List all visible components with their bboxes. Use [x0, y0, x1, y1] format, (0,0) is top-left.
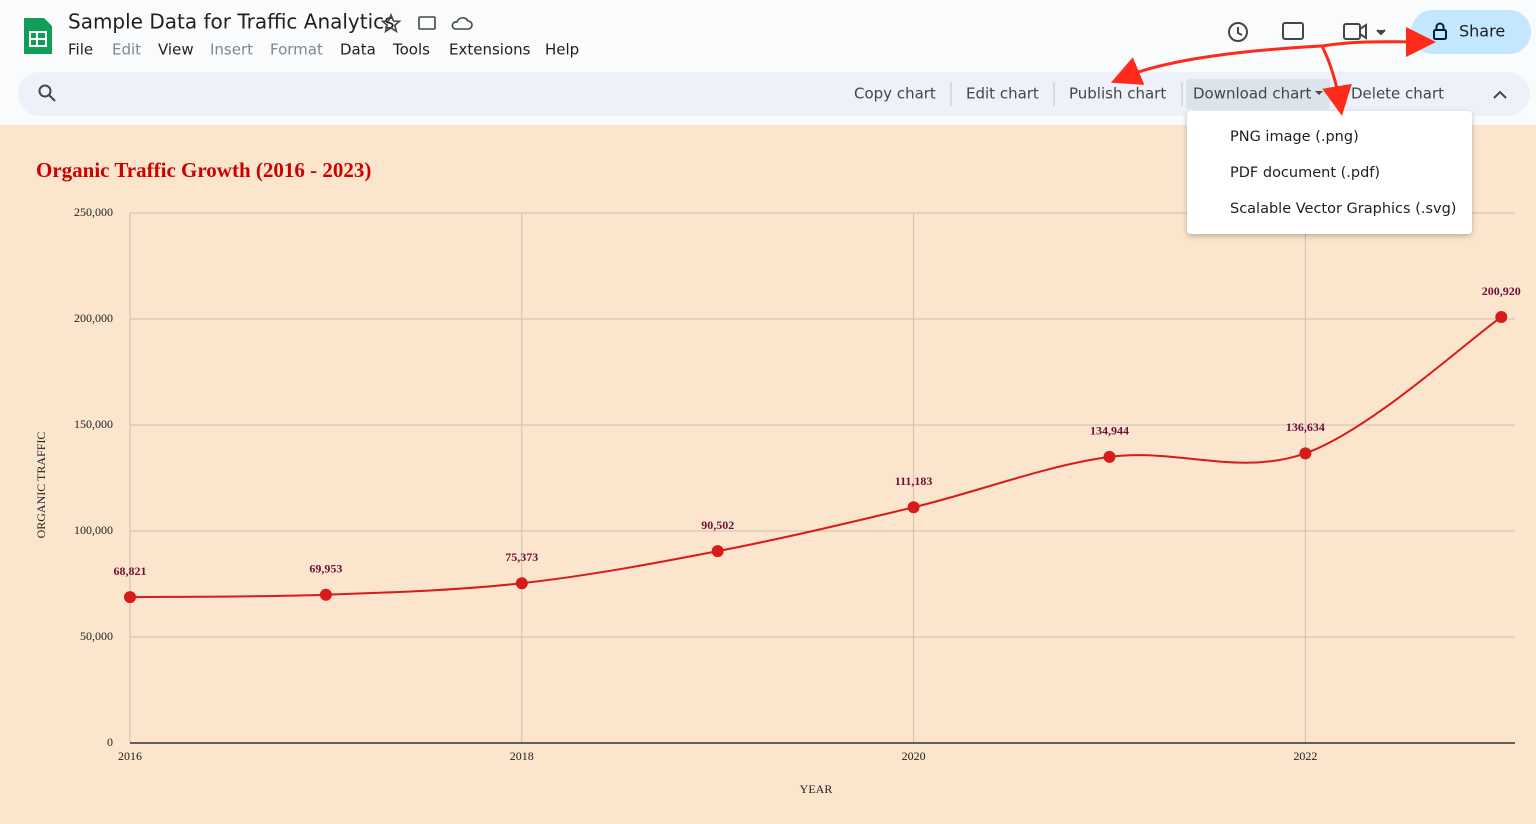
data-label: 75,373 [505, 550, 538, 564]
dropdown-caret[interactable] [1315, 91, 1323, 95]
menu-item[interactable]: Data [340, 41, 376, 59]
cloud-icon[interactable] [451, 17, 473, 30]
comments-icon[interactable] [1282, 22, 1304, 40]
data-point [515, 577, 528, 590]
x-tick-label: 2016 [118, 749, 142, 763]
menu-item[interactable]: Edit [112, 41, 141, 59]
x-tick-label: 2022 [1293, 749, 1317, 763]
toolbar-button[interactable]: Edit chart [966, 85, 1039, 103]
y-tick-label: 0 [107, 735, 113, 749]
chart-background [0, 125, 1536, 824]
sheets-logo[interactable] [24, 18, 52, 54]
y-tick-label: 200,000 [74, 311, 113, 325]
line-series [129, 316, 1502, 599]
y-tick-label: 100,000 [74, 523, 113, 537]
data-point [907, 501, 920, 514]
menu-item[interactable]: File [68, 41, 93, 59]
data-label: 200,920 [1482, 284, 1521, 298]
menu-option[interactable]: PDF document (.pdf) [1230, 165, 1380, 181]
history-icon[interactable] [1228, 22, 1248, 42]
data-point [1103, 450, 1116, 463]
menu-item[interactable]: Help [545, 41, 579, 59]
menu-item[interactable]: Format [270, 41, 323, 59]
x-tick-label: 2020 [902, 749, 926, 763]
data-label: 69,953 [309, 561, 342, 575]
annotation-arrows [1110, 26, 1436, 116]
y-axis-label: ORGANIC TRAFFIC [34, 432, 48, 539]
data-point [124, 591, 136, 604]
top-icons [1228, 22, 1386, 42]
data-point [1299, 447, 1312, 460]
dropdown-menu: PNG image (.png) PDF document (.pdf) Sca… [1187, 111, 1472, 234]
menu-option[interactable]: Scalable Vector Graphics (.svg) [1230, 201, 1456, 217]
toolbar-button[interactable]: Download chart [1193, 85, 1311, 103]
y-tick-label: 250,000 [74, 205, 113, 219]
data-point [1495, 311, 1508, 324]
collapse-icon[interactable] [1493, 90, 1507, 99]
data-label: 68,821 [114, 564, 147, 578]
active-button-bg [1186, 79, 1330, 109]
data-label: 134,944 [1090, 424, 1129, 438]
chart: Organic Traffic Growth (2016 - 2023) YEA… [34, 158, 1521, 796]
chart-toolbar [18, 72, 1530, 116]
meet-icon[interactable] [1343, 23, 1386, 40]
share-label[interactable]: Share [1459, 22, 1505, 41]
toolbar-button[interactable]: Publish chart [1069, 85, 1166, 103]
share-button[interactable]: Share [1411, 10, 1531, 54]
toolbar-button[interactable]: Copy chart [854, 85, 936, 103]
data-label: 90,502 [701, 518, 734, 532]
y-tick-label: 150,000 [74, 417, 113, 431]
data-label: 111,183 [895, 474, 933, 488]
menu-item[interactable]: Tools [392, 41, 430, 59]
menu-item[interactable]: Extensions [449, 41, 531, 59]
data-point [711, 545, 724, 558]
data-point [319, 588, 332, 601]
menu-item[interactable]: View [158, 41, 194, 59]
doc-title[interactable]: Sample Data for Traffic Analytics [68, 10, 395, 34]
menu-item[interactable]: Insert [210, 41, 253, 59]
toolbar-button[interactable]: Delete chart [1351, 85, 1444, 103]
x-axis-label: YEAR [800, 782, 833, 796]
move-icon[interactable] [418, 16, 436, 30]
search-icon[interactable] [38, 84, 56, 102]
title-icons [380, 12, 473, 34]
y-tick-label: 50,000 [80, 629, 113, 643]
x-tick-label: 2018 [510, 749, 534, 763]
star-icon[interactable] [380, 12, 402, 34]
data-label: 136,634 [1286, 420, 1325, 434]
menu-option[interactable]: PNG image (.png) [1230, 129, 1359, 145]
chart-title: Organic Traffic Growth (2016 - 2023) [36, 158, 371, 182]
